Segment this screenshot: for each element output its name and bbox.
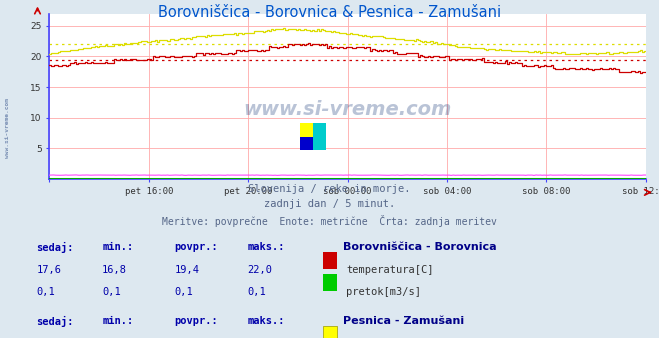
Bar [313, 123, 326, 137]
Text: 16,8: 16,8 [102, 265, 127, 275]
Text: maks.:: maks.: [247, 316, 285, 326]
Text: sedaj:: sedaj: [36, 242, 74, 253]
Text: 0,1: 0,1 [247, 287, 266, 297]
Text: povpr.:: povpr.: [175, 242, 218, 252]
Text: 22,0: 22,0 [247, 265, 272, 275]
Text: 19,4: 19,4 [175, 265, 200, 275]
Bar [300, 137, 313, 150]
Text: Slovenija / reke in morje.: Slovenija / reke in morje. [248, 184, 411, 194]
Text: www.si-vreme.com: www.si-vreme.com [5, 98, 11, 159]
Text: min.:: min.: [102, 242, 133, 252]
Text: www.si-vreme.com: www.si-vreme.com [243, 100, 452, 119]
Text: temperatura[C]: temperatura[C] [346, 265, 434, 275]
Text: min.:: min.: [102, 316, 133, 326]
Text: Pesnica - Zamušani: Pesnica - Zamušani [343, 316, 464, 326]
Text: povpr.:: povpr.: [175, 316, 218, 326]
Text: zadnji dan / 5 minut.: zadnji dan / 5 minut. [264, 199, 395, 210]
Text: 0,1: 0,1 [102, 287, 121, 297]
Text: Meritve: povprečne  Enote: metrične  Črta: zadnja meritev: Meritve: povprečne Enote: metrične Črta:… [162, 215, 497, 227]
Text: 0,1: 0,1 [36, 287, 55, 297]
Text: Borovniščica - Borovnica & Pesnica - Zamušani: Borovniščica - Borovnica & Pesnica - Zam… [158, 5, 501, 20]
Text: 17,6: 17,6 [36, 265, 61, 275]
Bar [300, 123, 313, 137]
Text: maks.:: maks.: [247, 242, 285, 252]
Bar [313, 137, 326, 150]
Text: pretok[m3/s]: pretok[m3/s] [346, 287, 421, 297]
Text: sedaj:: sedaj: [36, 316, 74, 327]
Text: Borovniščica - Borovnica: Borovniščica - Borovnica [343, 242, 496, 252]
Text: 0,1: 0,1 [175, 287, 193, 297]
